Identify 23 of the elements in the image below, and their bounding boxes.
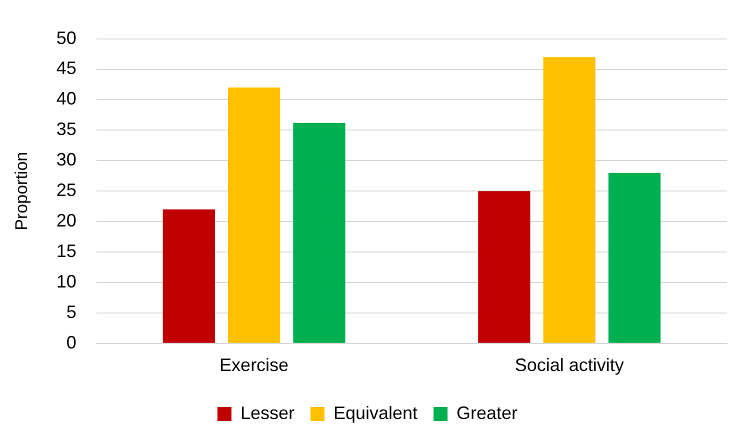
bar — [293, 122, 346, 343]
y-tick-label: 45 — [56, 58, 76, 78]
x-tick-label: Exercise — [220, 355, 289, 376]
y-tick-label: 25 — [56, 180, 76, 200]
legend-label: Lesser — [240, 402, 294, 423]
legend-label: Greater — [456, 402, 518, 423]
x-tick-label: Social activity — [514, 355, 624, 376]
y-tick-label: 35 — [56, 119, 76, 140]
y-tick-label: 5 — [66, 302, 76, 322]
y-tick-label: 20 — [56, 210, 76, 231]
y-tick-label: 0 — [66, 332, 76, 352]
y-axis-title: Proportion — [12, 152, 31, 230]
y-tick-label: 10 — [56, 271, 76, 292]
bar — [478, 191, 530, 343]
y-tick-label: 50 — [56, 28, 76, 48]
bar — [608, 172, 661, 343]
y-tick-label: 40 — [56, 88, 76, 109]
bar — [162, 209, 215, 343]
y-tick-label: 30 — [56, 150, 76, 170]
legend-label: Equivalent — [333, 402, 418, 423]
bar — [228, 88, 280, 343]
y-tick-label: 15 — [56, 240, 76, 261]
bar — [543, 57, 596, 343]
